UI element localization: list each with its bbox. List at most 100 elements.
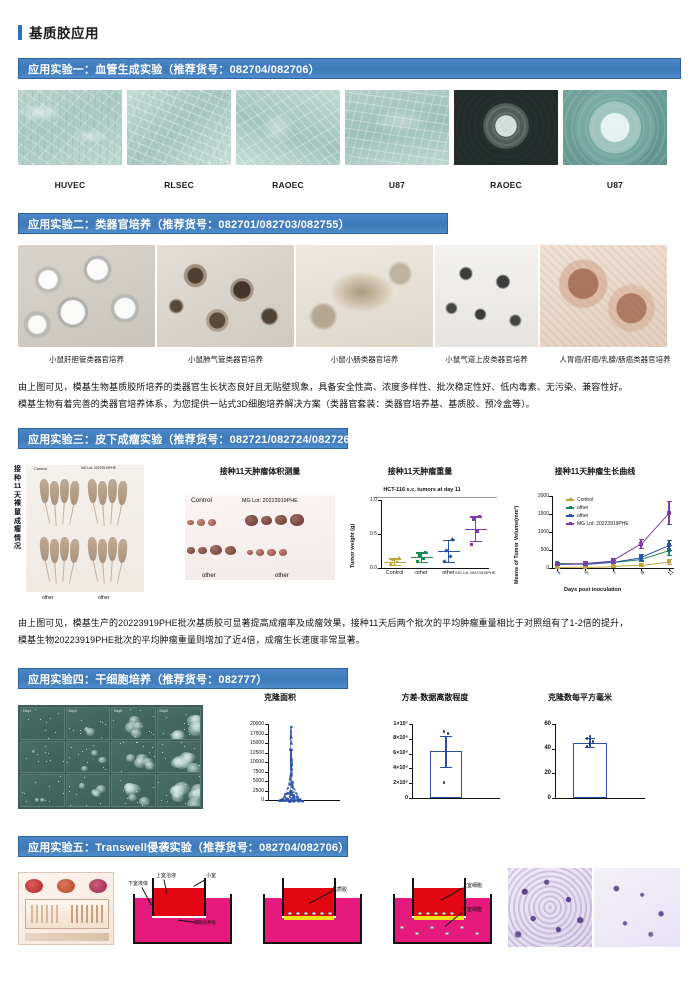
chart-y-axis bbox=[555, 724, 556, 798]
violin-point bbox=[290, 752, 292, 754]
well-wall-bottom bbox=[393, 942, 492, 944]
mouse-tail bbox=[55, 561, 58, 583]
stem-cell-speck bbox=[149, 731, 150, 732]
stem-cell-tile: Day5 bbox=[111, 707, 156, 740]
stem-cell-colony bbox=[84, 727, 90, 732]
stem-cell-speck bbox=[100, 721, 101, 722]
mouse-tail bbox=[69, 561, 75, 583]
caption-raoec-2: RAOEC bbox=[454, 180, 558, 190]
chart-line-segment bbox=[613, 565, 641, 568]
stem-cell-speck bbox=[84, 777, 85, 778]
mouse-subject bbox=[39, 537, 49, 561]
transwell-diagram-2: 基质胶 bbox=[258, 872, 366, 947]
chart-y-tick-label: 17500 bbox=[234, 731, 264, 737]
stem-cell-speck bbox=[163, 733, 164, 734]
mice-photo-label-other-right: other bbox=[98, 595, 109, 601]
upper-chamber-cell bbox=[328, 912, 332, 915]
stem-cell-speck bbox=[136, 791, 137, 792]
stem-cell-colony bbox=[79, 783, 86, 788]
chart-error-cap-bottom bbox=[667, 564, 672, 565]
chart-y-tick bbox=[549, 514, 552, 515]
tumor-nodule bbox=[279, 549, 287, 556]
section-header-exp4: 应用实验四：干细胞培养（推荐货号：082777） bbox=[18, 668, 348, 689]
chart-x-axis bbox=[381, 568, 489, 569]
chart-data-point bbox=[586, 745, 589, 748]
chart-y-tick-label: 20000 bbox=[234, 721, 264, 727]
stem-cell-speck bbox=[147, 803, 148, 804]
chart-y-axis bbox=[412, 724, 413, 798]
caption-organoid-4: 小鼠气道上皮类器官培养 bbox=[427, 354, 546, 365]
stem-cell-speck bbox=[49, 801, 50, 802]
stem-cell-speck bbox=[86, 749, 87, 750]
violin-point bbox=[286, 792, 288, 794]
stem-cell-speck bbox=[63, 761, 64, 762]
stem-cell-speck bbox=[102, 722, 103, 723]
mouse-subject bbox=[98, 480, 107, 504]
label-upper-solution: 上室溶液 bbox=[156, 872, 176, 879]
stem-cell-speck bbox=[120, 743, 121, 744]
stem-cell-speck bbox=[151, 732, 152, 733]
mice-group bbox=[26, 465, 144, 592]
transwell-insert-medium bbox=[154, 888, 204, 916]
stem-cell-speck bbox=[80, 730, 81, 731]
chart-y-tick-label: 1×10⁷ bbox=[380, 721, 408, 727]
chart-y-tick bbox=[265, 800, 268, 801]
stem-cell-speck bbox=[194, 722, 195, 723]
mouse-tail bbox=[117, 561, 123, 583]
chart-error-cap-bottom bbox=[639, 548, 644, 549]
exp4-panel-title-clone-count: 克隆数每平方毫米 bbox=[505, 692, 655, 703]
micrograph-raoec-2 bbox=[454, 90, 558, 165]
stem-cell-speck bbox=[199, 776, 200, 777]
stem-cell-colony bbox=[91, 750, 98, 756]
chart-error-cap-bottom bbox=[611, 562, 616, 563]
chart-y-tick-label: 2000 bbox=[526, 493, 549, 499]
chart-error-bar bbox=[475, 516, 476, 540]
chart-clones-per-mm2-bar: 0 20 40 60 bbox=[515, 712, 645, 810]
stem-cell-speck bbox=[170, 734, 171, 735]
chart-legend-marker bbox=[566, 523, 574, 524]
stem-cell-speck bbox=[81, 720, 82, 721]
stem-cell-speck bbox=[166, 795, 167, 796]
chart-data-point bbox=[555, 562, 559, 566]
mouse-tail bbox=[45, 560, 51, 582]
chart-clone-area-violin: 20000 17500 15000 12500 10000 7500 5000 2500 0 bbox=[218, 712, 348, 810]
chart-x-tick-label: MG Lot 20223919PHE bbox=[450, 571, 502, 576]
chart-data-point bbox=[478, 515, 481, 518]
lower-chamber-cell bbox=[415, 932, 419, 935]
mouse-tail bbox=[103, 503, 106, 525]
chart-y-tick bbox=[552, 773, 555, 774]
chart-y-tick-label: 1000 bbox=[526, 529, 549, 535]
chart-y-tick bbox=[265, 772, 268, 773]
chart-y-tick-label: 15000 bbox=[234, 740, 264, 746]
chart-y-tick-label: 7500 bbox=[234, 769, 264, 775]
tumor-nodule bbox=[267, 549, 276, 557]
chart-legend-item: other bbox=[566, 505, 588, 511]
stem-cell-speck bbox=[48, 753, 49, 754]
tumor-nodule bbox=[198, 547, 207, 555]
well-wall-left bbox=[133, 894, 135, 942]
chart-y-tick bbox=[265, 781, 268, 782]
stem-cell-speck bbox=[73, 730, 74, 731]
upper-chamber-cell bbox=[442, 912, 446, 915]
label-lower-cells: 下室细胞 bbox=[462, 906, 482, 913]
mouse-subject bbox=[117, 538, 127, 562]
stem-cell-tile bbox=[111, 774, 156, 807]
stem-cell-speck bbox=[161, 800, 162, 801]
micrograph-u87-1 bbox=[345, 90, 449, 165]
chart-y-tick bbox=[409, 724, 412, 725]
chart-legend-item: MG Lot: 20223919PHE bbox=[566, 521, 629, 527]
stem-cell-tile bbox=[157, 741, 202, 774]
chart-error-cap-top bbox=[639, 539, 644, 540]
exp4-panel-title-variance: 方差-数据离散程度 bbox=[360, 692, 510, 703]
stem-cell-tile: Day1 bbox=[20, 707, 65, 740]
stem-cell-speck bbox=[87, 762, 88, 763]
insert-membrane bbox=[152, 916, 205, 918]
stem-cell-speck bbox=[93, 745, 94, 746]
exp3-paragraph-line1: 由上图可见，模基生产的20223919PHE批次基质胶可显著提高成瘤率及成瘤效果… bbox=[18, 615, 683, 632]
matrigel-layer bbox=[284, 916, 334, 920]
stem-cell-speck bbox=[121, 771, 122, 772]
chart-line-segment bbox=[641, 513, 670, 545]
chart-tumor-growth-curve: Means of Tumor Volume(mm³) Days post ino… bbox=[512, 486, 682, 596]
flow-cell-1 bbox=[25, 879, 43, 893]
stem-cell-colony bbox=[191, 715, 201, 725]
